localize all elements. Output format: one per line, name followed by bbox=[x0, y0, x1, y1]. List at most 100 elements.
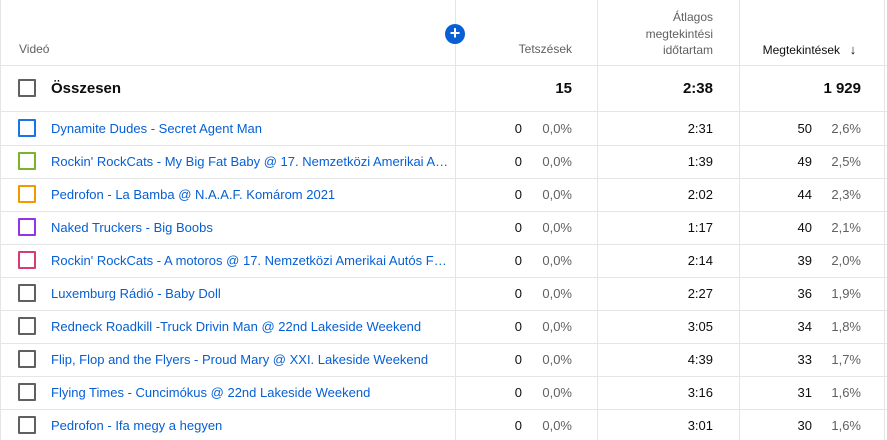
video-title-link[interactable]: Luxemburg Rádió - Baby Doll bbox=[51, 286, 221, 301]
video-title-link[interactable]: Redneck Roadkill -Truck Drivin Man @ 22n… bbox=[51, 319, 422, 334]
video-title-link[interactable]: Pedrofon - Ifa megy a hegyen bbox=[51, 418, 223, 433]
video-title-link[interactable]: Flying Times - Cuncimókus @ 22nd Lakesid… bbox=[51, 385, 371, 400]
column-divider bbox=[455, 0, 456, 440]
likes-percent: 0,0% bbox=[542, 253, 572, 268]
views-value: 39 bbox=[797, 253, 812, 268]
header-avg-line1: Átlagos bbox=[672, 10, 713, 24]
row-divider bbox=[0, 277, 887, 278]
likes-value: 0 bbox=[514, 385, 522, 400]
likes-percent: 0,0% bbox=[542, 154, 572, 169]
likes-value: 0 bbox=[514, 286, 522, 301]
likes-percent: 0,0% bbox=[542, 319, 572, 334]
avg-duration-value: 3:05 bbox=[687, 319, 713, 334]
table-row: Pedrofon - La Bamba @ N.A.A.F. Komárom 2… bbox=[0, 178, 887, 211]
row-checkbox[interactable] bbox=[18, 152, 36, 170]
table-row: Pedrofon - Ifa megy a hegyen 0 0,0% 3:01 30 1… bbox=[0, 409, 887, 440]
row-checkbox[interactable] bbox=[18, 284, 36, 302]
views-value: 31 bbox=[797, 385, 812, 400]
video-title-link[interactable]: Pedrofon - La Bamba @ N.A.A.F. Komárom 2… bbox=[51, 187, 336, 202]
table-row: Naked Truckers - Big Boobs 0 0,0% 1:17 40 2,1… bbox=[0, 211, 887, 244]
total-avg-duration: 2:38 bbox=[682, 80, 713, 97]
likes-value: 0 bbox=[514, 187, 522, 202]
row-divider bbox=[0, 178, 887, 179]
avg-duration-value: 1:17 bbox=[687, 220, 713, 235]
row-checkbox[interactable] bbox=[18, 416, 36, 434]
views-value: 34 bbox=[797, 319, 812, 334]
header-views[interactable]: Megtekintések ↓ bbox=[740, 41, 860, 59]
views-value: 36 bbox=[797, 286, 812, 301]
video-title-link[interactable]: Naked Truckers - Big Boobs bbox=[51, 220, 213, 235]
likes-percent: 0,0% bbox=[542, 352, 572, 367]
header-views-label: Megtekintések bbox=[762, 43, 840, 57]
sort-descending-icon[interactable]: ↓ bbox=[849, 42, 857, 57]
column-divider bbox=[739, 0, 740, 440]
views-percent: 1,6% bbox=[831, 385, 861, 400]
total-row: Összesen 15 2:38 1 929 bbox=[0, 65, 887, 111]
views-percent: 1,6% bbox=[831, 418, 861, 433]
plus-icon: + bbox=[449, 23, 461, 43]
avg-duration-value: 2:14 bbox=[687, 253, 713, 268]
add-column-button[interactable]: + bbox=[445, 24, 465, 44]
avg-duration-value: 2:31 bbox=[687, 121, 713, 136]
likes-percent: 0,0% bbox=[542, 418, 572, 433]
row-checkbox[interactable] bbox=[18, 119, 36, 137]
column-divider bbox=[597, 0, 598, 440]
row-divider bbox=[0, 343, 887, 344]
avg-duration-value: 2:02 bbox=[687, 187, 713, 202]
likes-value: 0 bbox=[514, 418, 522, 433]
row-divider bbox=[0, 111, 887, 112]
likes-value: 0 bbox=[514, 121, 522, 136]
likes-percent: 0,0% bbox=[542, 121, 572, 136]
row-divider bbox=[0, 65, 887, 66]
views-value: 40 bbox=[797, 220, 812, 235]
table-row: Flip, Flop and the Flyers - Proud Mary @… bbox=[0, 343, 887, 376]
likes-value: 0 bbox=[514, 253, 522, 268]
likes-percent: 0,0% bbox=[542, 220, 572, 235]
likes-percent: 0,0% bbox=[542, 385, 572, 400]
video-title-link[interactable]: Dynamite Dudes - Secret Agent Man bbox=[51, 121, 262, 136]
column-divider bbox=[884, 0, 885, 440]
table-row: Luxemburg Rádió - Baby Doll 0 0,0% 2:27 36 1,… bbox=[0, 277, 887, 310]
row-checkbox[interactable] bbox=[18, 218, 36, 236]
views-value: 49 bbox=[797, 154, 812, 169]
views-percent: 2,3% bbox=[831, 187, 861, 202]
video-title-link[interactable]: Flip, Flop and the Flyers - Proud Mary @… bbox=[51, 352, 429, 367]
views-percent: 1,9% bbox=[831, 286, 861, 301]
row-checkbox[interactable] bbox=[18, 185, 36, 203]
table-row: Rockin' RockCats - My Big Fat Baby @ 17.… bbox=[0, 145, 887, 178]
table-row: Dynamite Dudes - Secret Agent Man 0 0,0% 2:… bbox=[0, 112, 887, 145]
row-divider bbox=[0, 376, 887, 377]
table-row: Flying Times - Cuncimókus @ 22nd Lakesid… bbox=[0, 376, 887, 409]
likes-value: 0 bbox=[514, 220, 522, 235]
views-percent: 2,0% bbox=[831, 253, 861, 268]
column-divider bbox=[0, 0, 1, 440]
row-checkbox[interactable] bbox=[18, 383, 36, 401]
avg-duration-value: 3:16 bbox=[687, 385, 713, 400]
views-percent: 2,6% bbox=[831, 121, 861, 136]
views-value: 30 bbox=[797, 418, 812, 433]
likes-value: 0 bbox=[514, 352, 522, 367]
header-avg-line2: megtekintési bbox=[645, 26, 713, 41]
row-checkbox[interactable] bbox=[18, 317, 36, 335]
avg-duration-value: 3:01 bbox=[687, 418, 713, 433]
row-checkbox[interactable] bbox=[18, 251, 36, 269]
row-divider bbox=[0, 145, 887, 146]
video-title-link[interactable]: Rockin' RockCats - A motoros @ 17. Nemze… bbox=[51, 253, 451, 268]
views-percent: 2,1% bbox=[831, 220, 861, 235]
header-avg-view-duration[interactable]: Átlagos megtekintési időtartam bbox=[597, 9, 713, 59]
likes-value: 0 bbox=[514, 154, 522, 169]
views-percent: 1,7% bbox=[831, 352, 861, 367]
avg-duration-value: 2:27 bbox=[687, 286, 713, 301]
video-title-link[interactable]: Rockin' RockCats - My Big Fat Baby @ 17.… bbox=[51, 154, 451, 169]
likes-percent: 0,0% bbox=[542, 286, 572, 301]
row-checkbox[interactable] bbox=[18, 350, 36, 368]
avg-duration-value: 1:39 bbox=[687, 154, 713, 169]
total-checkbox[interactable] bbox=[18, 79, 36, 97]
table-row: Rockin' RockCats - A motoros @ 17. Nemze… bbox=[0, 244, 887, 277]
total-likes: 15 bbox=[555, 80, 572, 97]
row-divider bbox=[0, 211, 887, 212]
total-label: Összesen bbox=[51, 80, 122, 97]
header-likes[interactable]: Tetszések bbox=[518, 42, 572, 56]
views-value: 44 bbox=[797, 187, 812, 202]
